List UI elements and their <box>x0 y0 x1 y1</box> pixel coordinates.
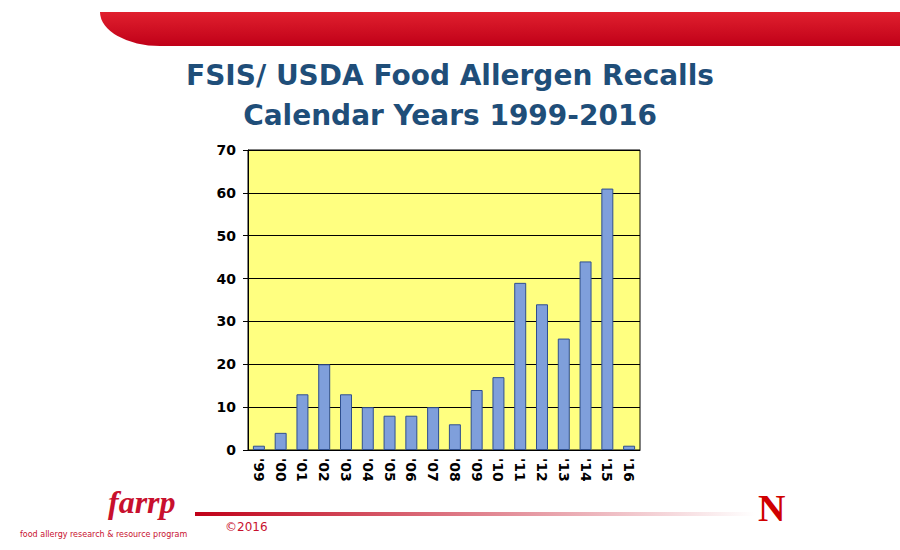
svg-text:0: 0 <box>226 442 236 458</box>
svg-text:'13: '13 <box>556 458 572 482</box>
svg-text:'00: '00 <box>273 458 289 482</box>
svg-text:'03: '03 <box>338 458 354 482</box>
svg-text:'06: '06 <box>403 458 419 482</box>
svg-text:'99: '99 <box>251 458 267 482</box>
svg-text:70: 70 <box>217 142 237 158</box>
svg-text:'16: '16 <box>621 458 637 482</box>
svg-text:'08: '08 <box>447 458 463 482</box>
html-text:food allergy research & resour: food allergy research & resource program <box>20 530 188 539</box>
svg-text:50: 50 <box>217 228 237 244</box>
svg-text:'11: '11 <box>512 458 528 482</box>
svg-text:30: 30 <box>217 313 237 329</box>
html-text:farrp: farrp <box>108 484 176 520</box>
svg-text:'10: '10 <box>490 458 506 482</box>
svg-text:'02: '02 <box>316 458 332 482</box>
svg-text:'12: '12 <box>534 458 550 482</box>
svg-text:'05: '05 <box>382 458 398 482</box>
svg-text:40: 40 <box>217 271 237 287</box>
svg-text:FSIS/ USDA Food Allergen Recal: FSIS/ USDA Food Allergen Recalls <box>186 59 714 92</box>
svg-text:'07: '07 <box>425 458 441 482</box>
svg-text:'01: '01 <box>294 458 310 482</box>
svg-text:'09: '09 <box>469 458 485 482</box>
svg-text:Calendar Years 1999-2016: Calendar Years 1999-2016 <box>243 99 657 132</box>
svg-text:10: 10 <box>217 399 237 415</box>
svg-text:60: 60 <box>217 185 237 201</box>
html-text:©2016: ©2016 <box>225 520 268 534</box>
svg-text:20: 20 <box>217 356 237 372</box>
svg-text:'15: '15 <box>599 458 615 482</box>
svg-text:'14: '14 <box>578 458 594 482</box>
html-text:N: N <box>758 487 786 529</box>
svg-text:'04: '04 <box>360 458 376 482</box>
